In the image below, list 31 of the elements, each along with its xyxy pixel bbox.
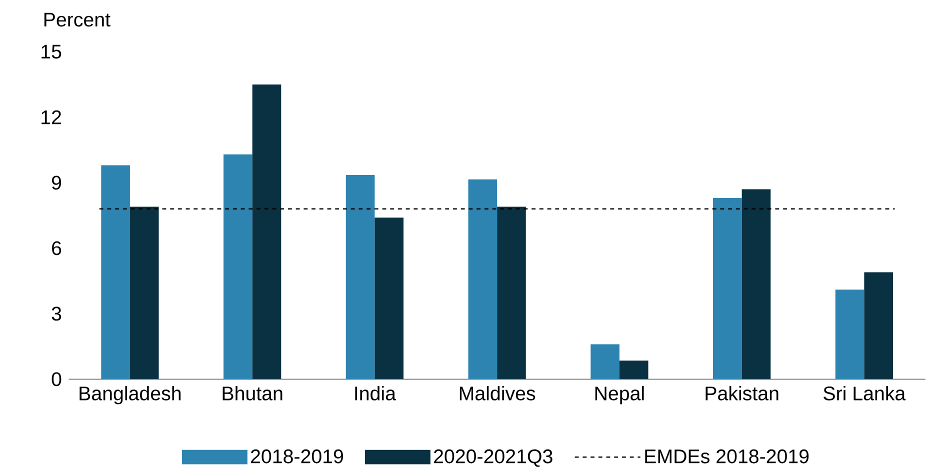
bar <box>224 154 252 379</box>
bar <box>742 189 771 379</box>
x-tick-label: India <box>355 386 396 400</box>
x-tick-label: Sri Lanka <box>824 386 906 400</box>
y-tick-label: 9 <box>52 176 62 190</box>
x-tick-label: Bangladesh <box>80 386 181 404</box>
legend-label: 2018-2019 <box>251 449 344 464</box>
y-tick-label: 12 <box>42 110 61 124</box>
bar <box>346 174 375 379</box>
x-tick-label: Nepal <box>595 386 644 404</box>
bar <box>101 165 130 379</box>
y-tick-label: 15 <box>42 44 62 58</box>
legend-label: 2020-2021Q3 <box>434 449 552 467</box>
legend-label: EMDEs 2018-2019 <box>645 449 809 464</box>
y-axis-title: Percent <box>44 12 110 26</box>
y-tick-label: 3 <box>52 306 62 320</box>
x-tick-label: Maldives <box>460 386 536 400</box>
bar <box>497 206 526 379</box>
x-tick-label: Bhutan <box>222 386 282 400</box>
y-tick-label: 0 <box>52 372 62 386</box>
bar <box>374 217 404 379</box>
x-tick-label: Pakistan <box>706 386 778 400</box>
bar <box>835 289 864 379</box>
bar <box>619 360 648 379</box>
bar <box>468 179 498 379</box>
bar <box>712 198 742 379</box>
bar <box>590 344 620 379</box>
bar <box>864 272 893 379</box>
bar <box>130 206 159 379</box>
y-tick-label: 6 <box>52 241 62 255</box>
bar <box>252 84 282 379</box>
